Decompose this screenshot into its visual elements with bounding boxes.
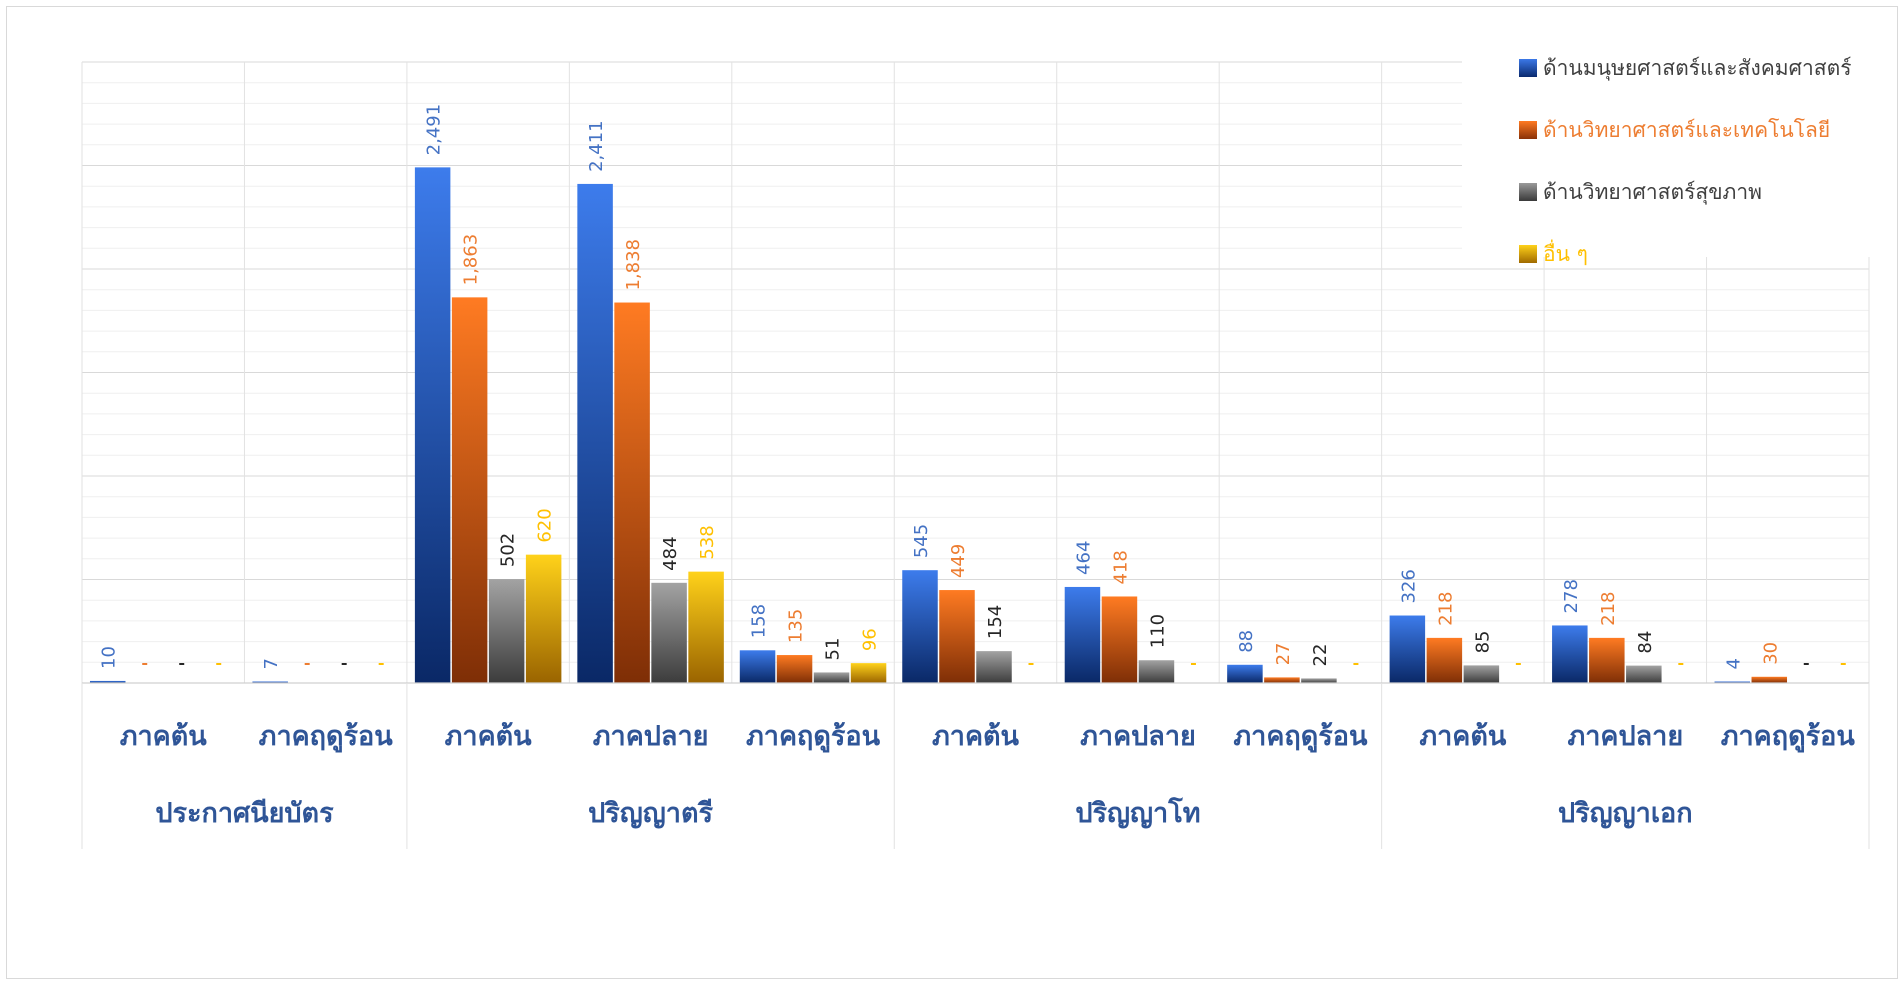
- legend-label-others: อื่น ๆ: [1543, 241, 1588, 266]
- data-label: 484: [660, 536, 681, 570]
- bar-science-tech: [614, 302, 650, 683]
- data-label: 545: [911, 524, 932, 558]
- category-label: ภาคต้น: [120, 721, 208, 752]
- bar-humanities: [1227, 664, 1263, 683]
- category-label: ภาคฤดูร้อน: [1233, 721, 1368, 753]
- category-label: ภาคฤดูร้อน: [746, 721, 881, 753]
- legend-item-humanities: ด้านมนุษยศาสตร์และสังคมศาสตร์: [1519, 37, 1889, 99]
- data-label: 88: [1236, 630, 1257, 653]
- data-label: 620: [535, 508, 556, 542]
- chart-area: 10 7 2,491 1,863 502 620 2,411 1,838 484 538 158 13…: [6, 6, 1898, 979]
- data-label: 2,411: [586, 120, 607, 172]
- bar-others: [688, 571, 724, 683]
- bar-others: [525, 554, 562, 683]
- data-label: 326: [1398, 569, 1419, 603]
- bar-health-science: [651, 582, 687, 683]
- data-label: 1,838: [623, 239, 644, 291]
- bar-science-tech: [939, 590, 975, 683]
- bar-science-tech: [1264, 677, 1300, 683]
- legend-swatch-science-tech: [1519, 121, 1537, 139]
- category-label: ภาคฤดูร้อน: [259, 721, 394, 753]
- bar-humanities: [414, 167, 451, 683]
- bar-humanities: [1389, 615, 1426, 683]
- category-label: ภาคปลาย: [593, 721, 709, 752]
- bar-health-science: [976, 651, 1012, 683]
- data-label: 27: [1273, 643, 1294, 666]
- bar-health-science: [1138, 660, 1175, 683]
- bar-science-tech: [1426, 637, 1463, 683]
- category-label: ภาคฤดูร้อน: [1721, 721, 1856, 753]
- category-label: ภาคปลาย: [1567, 721, 1683, 752]
- data-label: 418: [1110, 550, 1131, 584]
- data-label: 538: [697, 525, 718, 559]
- data-label: 278: [1561, 579, 1582, 613]
- data-label: 218: [1435, 592, 1456, 626]
- bar-science-tech: [1101, 596, 1138, 683]
- legend-label-health-science: ด้านวิทยาศาสตร์สุขภาพ: [1543, 179, 1763, 204]
- legend-item-others: อื่น ๆ: [1519, 223, 1889, 285]
- bar-humanities: [1064, 586, 1101, 683]
- legend-swatch-health-science: [1519, 183, 1537, 201]
- category-label: ภาคต้น: [445, 721, 533, 752]
- group-label: ประกาศนียบัตร: [155, 798, 334, 829]
- bar-science-tech: [1751, 676, 1788, 683]
- data-label: 154: [985, 605, 1006, 639]
- bar-humanities: [739, 650, 776, 683]
- bar-science-tech: [776, 655, 813, 683]
- data-label: 30: [1760, 642, 1781, 665]
- group-label: ปริญญาตรี: [588, 798, 713, 829]
- bar-health-science: [1463, 665, 1500, 683]
- data-label: 84: [1635, 631, 1656, 654]
- bar-science-tech: [1589, 637, 1625, 683]
- bar-science-tech: [451, 297, 488, 683]
- legend-label-science-tech: ด้านวิทยาศาสตร์และเทคโนโลยี: [1543, 117, 1831, 142]
- data-label: 22: [1310, 644, 1331, 667]
- data-label: 51: [823, 638, 844, 661]
- category-label: ภาคต้น: [932, 721, 1020, 752]
- bar-humanities: [252, 681, 288, 683]
- data-label: 10: [99, 646, 120, 669]
- bar-others: [850, 663, 887, 683]
- data-label: 110: [1147, 614, 1168, 648]
- data-label: 218: [1598, 592, 1619, 626]
- data-label: 502: [498, 533, 519, 567]
- data-label: 464: [1073, 541, 1094, 575]
- gridlines: [81, 17, 1892, 684]
- group-label: ปริญญาเอก: [1558, 798, 1693, 829]
- bars: [89, 167, 1788, 683]
- category-label: ภาคปลาย: [1080, 721, 1196, 752]
- group-label: ปริญญาโท: [1075, 796, 1200, 829]
- bar-health-science: [813, 672, 850, 683]
- bar-humanities: [1714, 681, 1751, 683]
- bar-health-science: [1626, 665, 1662, 683]
- bar-health-science: [1301, 678, 1337, 683]
- data-label: 7: [261, 658, 282, 669]
- bar-humanities: [577, 183, 613, 683]
- bar-humanities: [1552, 625, 1588, 683]
- data-label: 4: [1723, 658, 1744, 669]
- data-label: 158: [749, 604, 770, 638]
- category-label: ภาคต้น: [1419, 721, 1507, 752]
- category-axis: ภาคต้น ภาคฤดูร้อน ภาคต้น ภาคปลาย ภาคฤดูร้อน ภ…: [81, 682, 1870, 849]
- legend-item-health-science: ด้านวิทยาศาสตร์สุขภาพ: [1519, 161, 1889, 223]
- data-label: 85: [1472, 630, 1493, 653]
- bar-humanities: [902, 570, 938, 683]
- data-label: 96: [860, 628, 881, 651]
- legend-item-science-tech: ด้านวิทยาศาสตร์และเทคโนโลยี: [1519, 99, 1889, 161]
- legend: ด้านมนุษยศาสตร์และสังคมศาสตร์ ด้านวิทยาศ…: [1519, 37, 1889, 285]
- bar-health-science: [488, 579, 525, 683]
- data-label: 2,491: [424, 104, 445, 156]
- legend-label-humanities: ด้านมนุษยศาสตร์และสังคมศาสตร์: [1543, 55, 1852, 80]
- legend-swatch-humanities: [1519, 59, 1537, 77]
- legend-swatch-others: [1519, 245, 1537, 263]
- data-label: 135: [786, 609, 807, 643]
- data-label: 1,863: [461, 234, 482, 286]
- data-label: 449: [948, 544, 969, 578]
- bar-humanities: [89, 680, 126, 683]
